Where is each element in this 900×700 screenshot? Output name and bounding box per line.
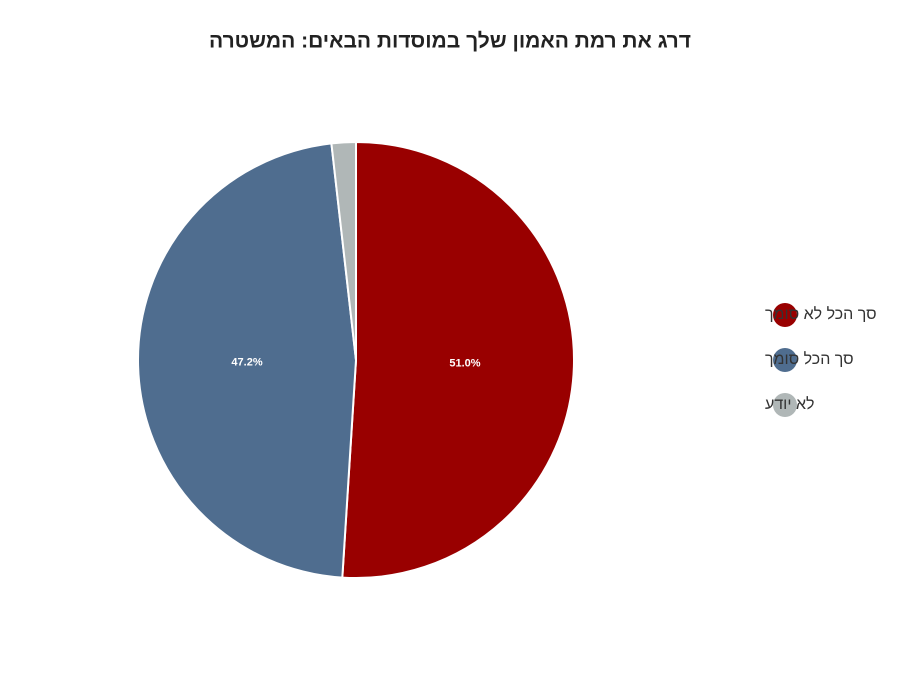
legend-text: סך הכל סומך bbox=[765, 350, 854, 368]
legend-marker bbox=[773, 348, 797, 372]
legend-marker bbox=[773, 393, 797, 417]
pie-slice bbox=[341, 140, 575, 579]
value-label: 51.0% bbox=[449, 357, 480, 369]
pie-slice bbox=[137, 142, 358, 579]
chart-title: דרג את רמת האמון שלך במוסדות הבאים: המשט… bbox=[209, 30, 691, 53]
legend-text: לא יודע bbox=[765, 395, 814, 413]
legend-text: סך הכל לא סומך bbox=[765, 305, 877, 323]
pie-slice bbox=[330, 140, 357, 361]
legend-marker bbox=[773, 303, 797, 327]
value-label: 47.2% bbox=[231, 357, 262, 369]
